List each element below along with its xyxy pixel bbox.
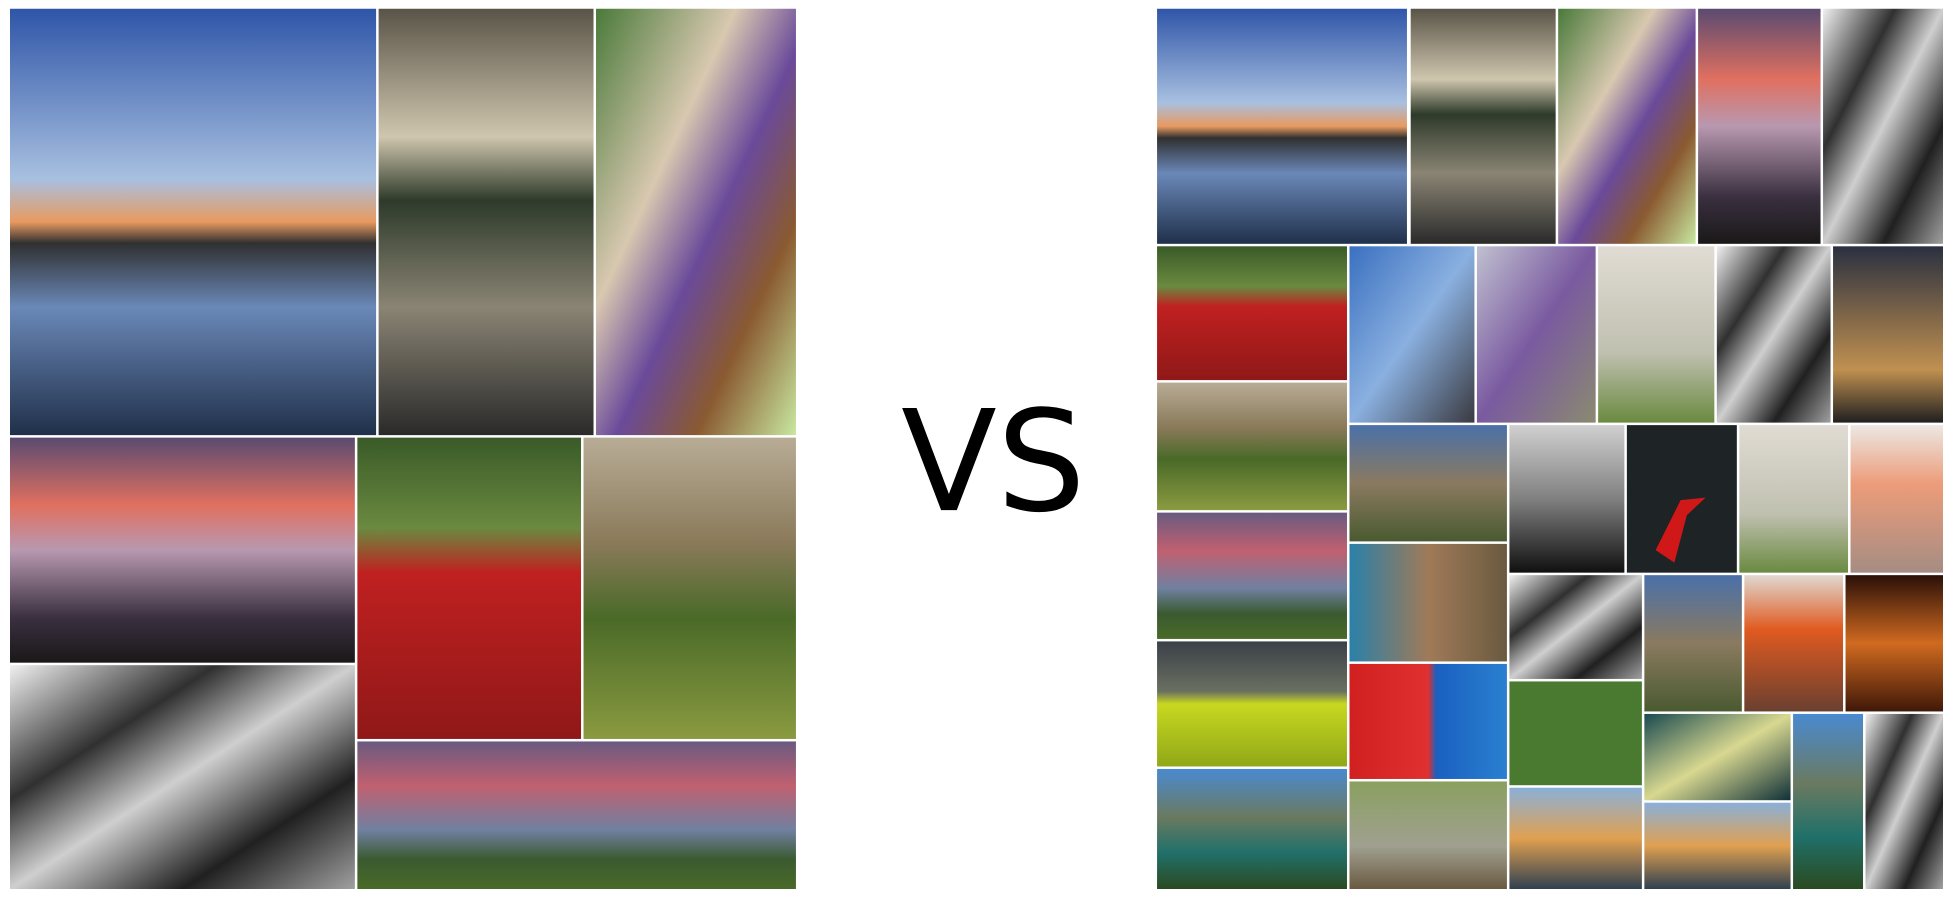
photo [1833, 246, 1944, 423]
photo [1845, 575, 1944, 712]
photo [1509, 681, 1642, 786]
photo [1509, 425, 1625, 573]
photo [9, 665, 355, 889]
photo [1644, 575, 1742, 712]
photo [583, 437, 796, 739]
photo [1698, 8, 1821, 244]
photo [1349, 246, 1475, 423]
photo [1349, 543, 1507, 662]
photo [1157, 246, 1347, 381]
photo [1410, 8, 1556, 244]
photo [357, 741, 796, 889]
photo [1598, 246, 1715, 423]
photo [1349, 663, 1507, 779]
vs-label: VS [901, 381, 1086, 544]
photo [1716, 246, 1831, 423]
photo [1644, 802, 1791, 889]
photo [1823, 8, 1944, 244]
photo [9, 437, 355, 663]
photo [1558, 8, 1696, 244]
photo [1793, 713, 1864, 889]
photo [1739, 425, 1849, 573]
photo [1157, 641, 1347, 767]
left-collage [9, 8, 796, 889]
photo [1850, 425, 1944, 573]
photo [1509, 787, 1642, 889]
photo [1744, 575, 1844, 712]
photo [1865, 713, 1944, 889]
photo [1644, 713, 1791, 801]
photo [1626, 425, 1737, 573]
photo [1476, 246, 1596, 423]
photo [1157, 8, 1407, 244]
photo [378, 8, 594, 436]
photo [1157, 382, 1347, 511]
photo-detail [1655, 497, 1706, 563]
photo [1349, 425, 1507, 542]
photo [1509, 575, 1642, 679]
photo [1349, 781, 1507, 889]
photo [1157, 768, 1347, 889]
photo [596, 8, 796, 436]
photo [357, 437, 582, 739]
photo [1157, 512, 1347, 639]
photo [9, 8, 377, 436]
right-collage [1157, 8, 1944, 889]
